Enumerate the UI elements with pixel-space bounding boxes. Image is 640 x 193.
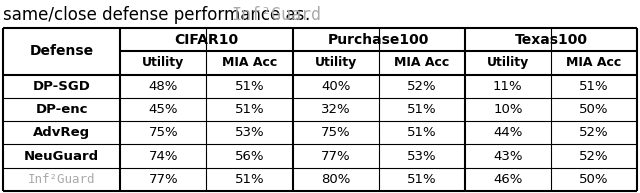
- Text: 52%: 52%: [579, 126, 609, 139]
- Text: 51%: 51%: [407, 126, 436, 139]
- Text: AdvReg: AdvReg: [33, 126, 90, 139]
- Text: NeuGuard: NeuGuard: [24, 150, 99, 163]
- Text: 51%: 51%: [579, 80, 609, 93]
- Text: 51%: 51%: [235, 103, 264, 116]
- Text: Utility: Utility: [486, 56, 529, 69]
- Text: 11%: 11%: [493, 80, 523, 93]
- Text: 44%: 44%: [493, 126, 522, 139]
- Text: 77%: 77%: [321, 150, 350, 163]
- Text: 80%: 80%: [321, 173, 350, 186]
- Text: 52%: 52%: [407, 80, 436, 93]
- Text: 51%: 51%: [235, 173, 264, 186]
- Text: 50%: 50%: [579, 103, 609, 116]
- Text: 32%: 32%: [321, 103, 350, 116]
- Text: Utility: Utility: [142, 56, 184, 69]
- Text: 43%: 43%: [493, 150, 523, 163]
- Text: 52%: 52%: [579, 150, 609, 163]
- Text: DP-enc: DP-enc: [35, 103, 88, 116]
- Text: 50%: 50%: [579, 173, 609, 186]
- Text: Inf²Guard: Inf²Guard: [232, 6, 321, 24]
- Text: .: .: [305, 6, 310, 24]
- Text: 45%: 45%: [148, 103, 178, 116]
- Text: MIA Acc: MIA Acc: [394, 56, 449, 69]
- Text: 40%: 40%: [321, 80, 350, 93]
- Text: Defense: Defense: [29, 44, 93, 58]
- Text: Texas100: Texas100: [515, 33, 588, 47]
- Text: 56%: 56%: [235, 150, 264, 163]
- Text: 51%: 51%: [407, 173, 436, 186]
- Text: DP-SGD: DP-SGD: [33, 80, 91, 93]
- Text: Utility: Utility: [314, 56, 356, 69]
- Text: 51%: 51%: [235, 80, 264, 93]
- Text: 77%: 77%: [148, 173, 178, 186]
- Text: MIA Acc: MIA Acc: [566, 56, 621, 69]
- Text: 53%: 53%: [407, 150, 436, 163]
- Text: 48%: 48%: [148, 80, 178, 93]
- Text: 53%: 53%: [235, 126, 264, 139]
- Text: same/close defense performance as: same/close defense performance as: [3, 6, 310, 24]
- Text: Inf²Guard: Inf²Guard: [28, 173, 95, 186]
- Text: 75%: 75%: [148, 126, 178, 139]
- Text: 75%: 75%: [321, 126, 350, 139]
- Text: 46%: 46%: [493, 173, 522, 186]
- Text: MIA Acc: MIA Acc: [222, 56, 277, 69]
- Text: Purchase100: Purchase100: [328, 33, 429, 47]
- Text: CIFAR10: CIFAR10: [174, 33, 239, 47]
- Text: 51%: 51%: [407, 103, 436, 116]
- Text: 74%: 74%: [148, 150, 178, 163]
- Text: 10%: 10%: [493, 103, 523, 116]
